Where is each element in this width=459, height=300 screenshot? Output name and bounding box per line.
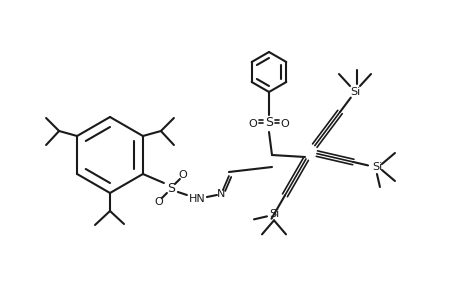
Text: O: O (248, 119, 257, 129)
Text: Si: Si (349, 87, 359, 97)
Text: N: N (216, 189, 224, 199)
Text: O: O (178, 170, 187, 180)
Text: HN: HN (188, 194, 205, 204)
Text: S: S (167, 182, 174, 194)
Text: Si: Si (371, 162, 381, 172)
Text: O: O (280, 119, 289, 129)
Text: O: O (154, 197, 163, 207)
Text: Si: Si (269, 209, 279, 219)
Text: S: S (264, 116, 272, 128)
